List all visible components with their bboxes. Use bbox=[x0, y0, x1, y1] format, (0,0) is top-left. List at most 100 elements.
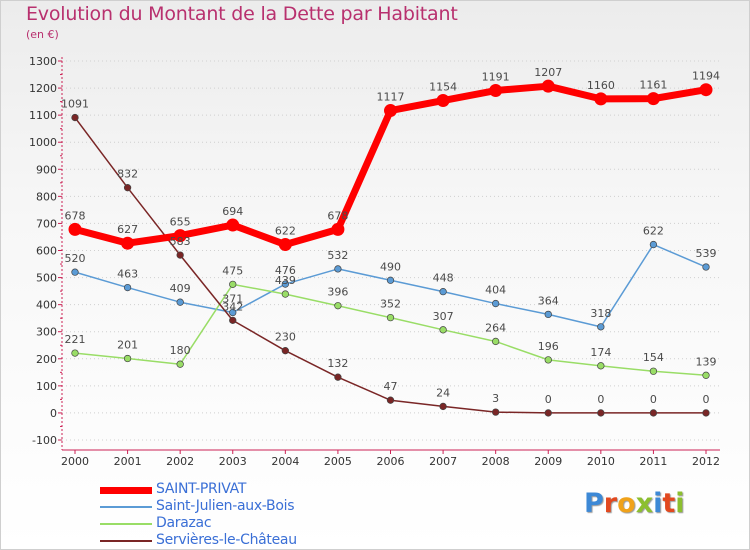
data-point bbox=[597, 362, 605, 370]
data-point bbox=[176, 251, 184, 259]
x-tick-label: 2005 bbox=[324, 455, 352, 468]
y-tick-label: 0 bbox=[50, 407, 57, 420]
data-point bbox=[646, 92, 660, 106]
data-label: 476 bbox=[275, 264, 296, 277]
data-point bbox=[384, 104, 397, 118]
data-point bbox=[334, 373, 342, 381]
logo-letter: o bbox=[617, 488, 636, 519]
data-point bbox=[597, 323, 605, 331]
data-point bbox=[123, 184, 132, 192]
data-label: 1154 bbox=[429, 81, 457, 94]
x-tick-label: 2011 bbox=[639, 455, 667, 468]
y-tick-label: 900 bbox=[36, 163, 57, 176]
data-label: 1160 bbox=[587, 79, 615, 92]
data-label: 448 bbox=[433, 272, 454, 285]
data-point bbox=[541, 79, 555, 93]
data-point bbox=[176, 360, 184, 368]
proxiti-logo: Proxiti bbox=[584, 488, 685, 519]
data-point bbox=[594, 92, 608, 106]
data-label: 583 bbox=[170, 235, 191, 248]
data-point bbox=[544, 356, 552, 364]
x-tick-label: 2012 bbox=[692, 455, 720, 468]
data-point bbox=[702, 263, 710, 271]
data-labels: 678 627 655 694 622 678 1117 1154 1191 1207 1160 11… bbox=[61, 66, 720, 406]
y-tick-label: 1100 bbox=[29, 109, 57, 122]
data-point bbox=[439, 326, 447, 334]
data-label: 318 bbox=[590, 307, 611, 320]
x-tick-label: 2010 bbox=[587, 455, 615, 468]
data-label: 132 bbox=[327, 357, 348, 370]
logo-letter: t bbox=[662, 488, 676, 519]
data-point bbox=[334, 265, 342, 273]
data-label: 154 bbox=[643, 351, 664, 364]
y-tick-label: 300 bbox=[36, 326, 57, 339]
data-label: 139 bbox=[696, 355, 717, 368]
series-group bbox=[68, 79, 713, 417]
x-tick-label: 2009 bbox=[534, 455, 562, 468]
data-label: 1091 bbox=[61, 98, 89, 111]
y-tick-label: 600 bbox=[36, 245, 57, 258]
data-point bbox=[71, 268, 79, 276]
data-point bbox=[492, 408, 500, 416]
y-tick-label: 500 bbox=[36, 272, 57, 285]
data-point bbox=[71, 349, 79, 357]
data-label: 1207 bbox=[534, 66, 562, 79]
y-tick-label: 800 bbox=[36, 190, 57, 203]
x-tick-label: 2000 bbox=[61, 455, 89, 468]
data-point bbox=[436, 94, 450, 108]
data-label: 694 bbox=[222, 205, 243, 218]
axes: -100010020030040050060070080090010001100… bbox=[29, 55, 720, 468]
legend-swatch bbox=[100, 486, 152, 494]
x-tick-label: 2003 bbox=[219, 455, 247, 468]
y-tick-label: 700 bbox=[36, 217, 57, 230]
legend-label: Saint-Julien-aux-Bois bbox=[156, 498, 295, 514]
data-point bbox=[492, 337, 500, 346]
data-label: 0 bbox=[703, 393, 710, 406]
data-point bbox=[68, 222, 82, 236]
legend-swatch bbox=[100, 523, 152, 525]
data-point bbox=[702, 409, 710, 417]
data-label: 196 bbox=[538, 340, 559, 353]
data-label: 655 bbox=[170, 216, 191, 229]
data-label: 230 bbox=[275, 331, 296, 344]
x-tick-label: 2001 bbox=[114, 455, 142, 468]
y-tick-label: 100 bbox=[36, 380, 57, 393]
data-point bbox=[386, 396, 395, 404]
data-point bbox=[281, 347, 289, 355]
data-point bbox=[649, 240, 658, 249]
logo-letter: i bbox=[675, 488, 685, 519]
data-label: 622 bbox=[275, 225, 296, 238]
data-label: 342 bbox=[222, 300, 243, 313]
data-point bbox=[492, 299, 500, 308]
data-label: 475 bbox=[222, 264, 243, 277]
data-label: 539 bbox=[696, 247, 717, 260]
logo-letter: x bbox=[635, 488, 654, 519]
data-point bbox=[176, 298, 184, 306]
data-label: 463 bbox=[117, 268, 138, 281]
data-point bbox=[544, 310, 552, 319]
legend-label: Servières-le-Château bbox=[156, 532, 297, 548]
data-label: 1194 bbox=[692, 70, 720, 83]
data-label: 307 bbox=[433, 310, 454, 323]
legend-swatch bbox=[100, 540, 152, 542]
y-tick-label: -100 bbox=[32, 434, 57, 447]
data-label: 0 bbox=[650, 393, 657, 406]
chart-title: Evolution du Montant de la Dette par Hab… bbox=[26, 3, 458, 25]
data-label: 47 bbox=[384, 380, 398, 393]
data-point bbox=[229, 308, 237, 317]
gridlines bbox=[62, 60, 720, 441]
data-point bbox=[489, 84, 503, 98]
data-label: 622 bbox=[643, 225, 664, 238]
data-point bbox=[386, 313, 395, 322]
x-tick-label: 2004 bbox=[271, 455, 299, 468]
data-label: 1117 bbox=[377, 91, 405, 104]
data-label: 0 bbox=[597, 393, 604, 406]
data-point bbox=[123, 354, 132, 363]
data-point bbox=[702, 371, 710, 379]
logo-letter: P bbox=[584, 488, 604, 519]
y-tick-label: 200 bbox=[36, 353, 57, 366]
data-label: 627 bbox=[117, 223, 138, 236]
data-point bbox=[334, 302, 342, 310]
data-label: 0 bbox=[545, 393, 552, 406]
logo-letter: i bbox=[653, 488, 663, 519]
